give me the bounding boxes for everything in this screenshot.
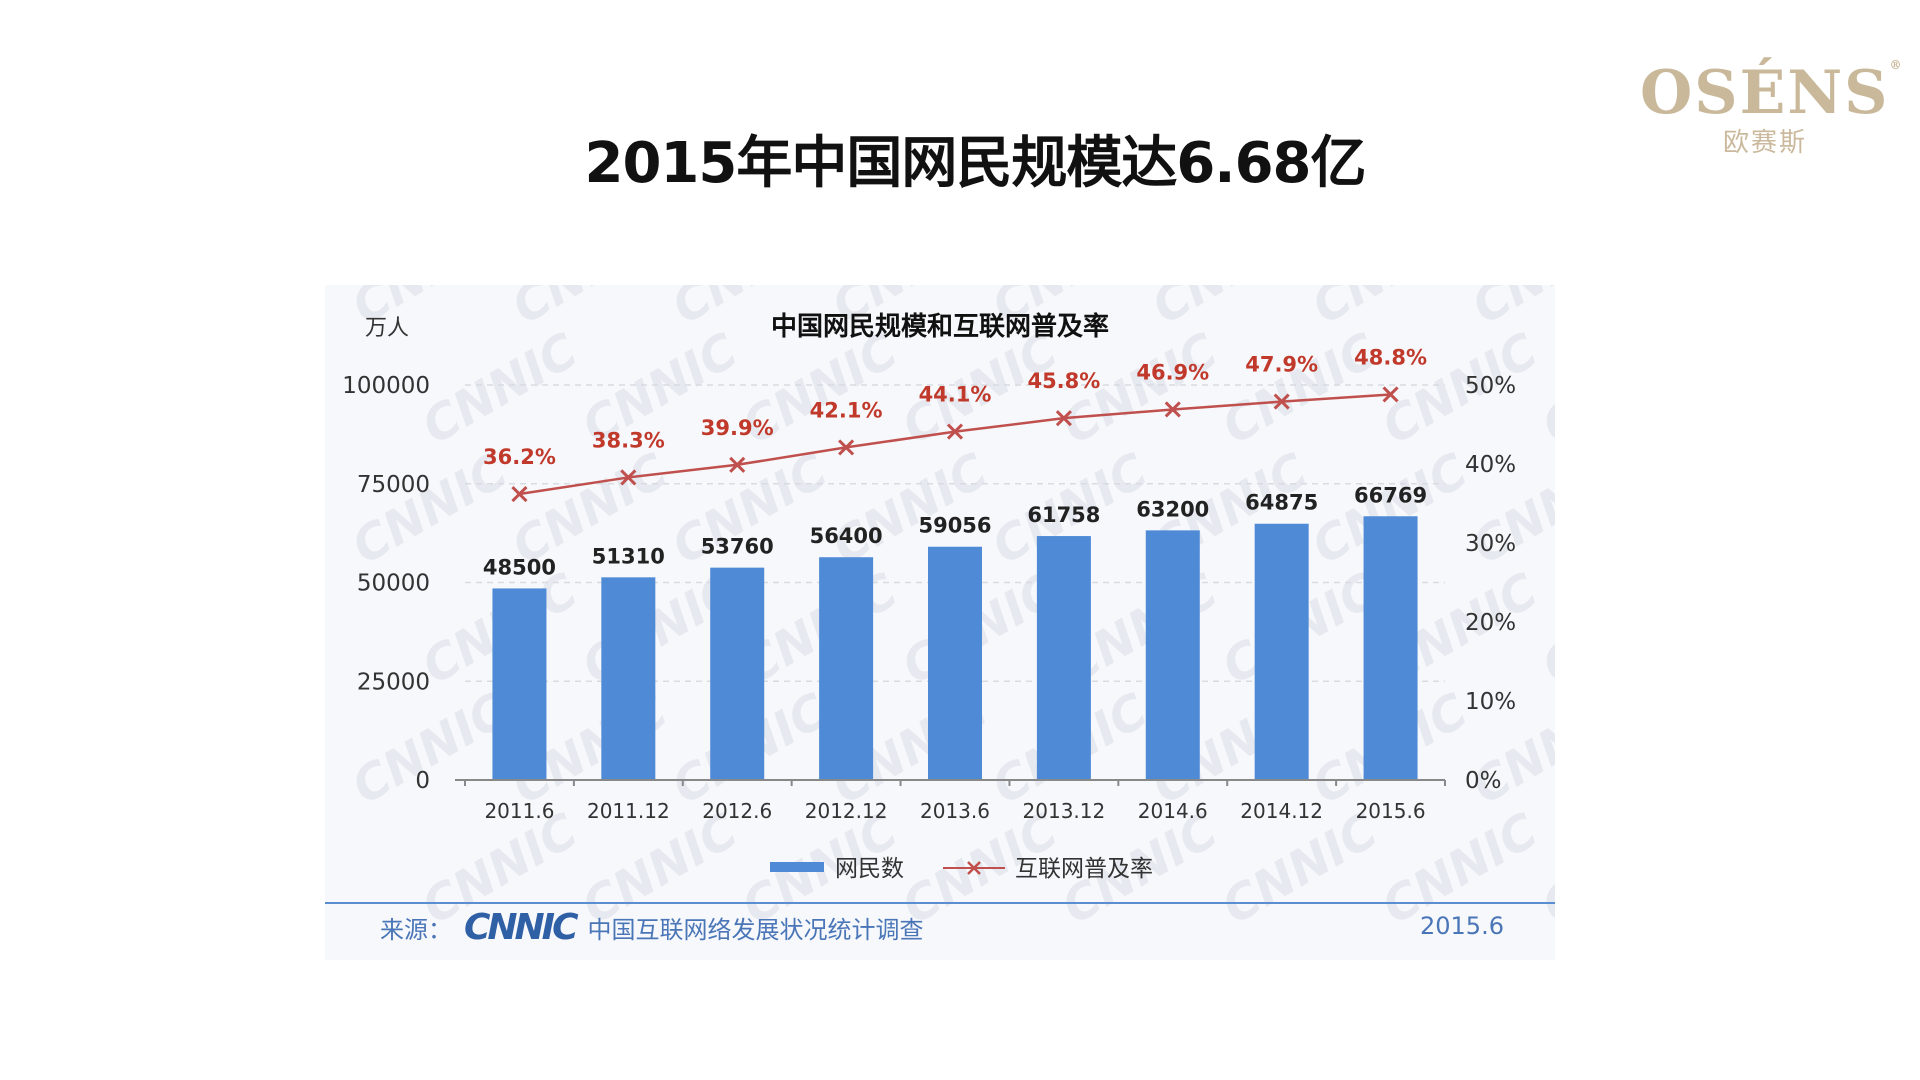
rate-value-label: 38.3% (592, 428, 665, 452)
rate-marker (1273, 393, 1290, 410)
bar (1254, 523, 1309, 780)
source-label: 来源： (380, 915, 452, 944)
legend-label-line: 互联网普及率 (1015, 856, 1153, 882)
watermark-text: CNNIC (1143, 285, 1317, 335)
logo-subtitle: 欧赛斯 (1722, 128, 1807, 158)
rate-marker (838, 439, 855, 456)
rate-marker (511, 485, 528, 503)
rate-value-label: 44.1% (919, 383, 992, 407)
y-tick-label: 25000 (357, 669, 430, 695)
bar (819, 557, 874, 780)
watermark-text: CNNIC (503, 285, 677, 335)
rate-value-label: 46.9% (1136, 360, 1209, 384)
legend-swatch-marker (967, 861, 981, 875)
y2-tick-label: 10% (1465, 689, 1516, 715)
x-tick-label: 2012.12 (805, 799, 888, 823)
cnnic-logo: CNNIC (464, 906, 578, 948)
slide-title: 2015年中国网民规模达6.68亿 (584, 131, 1366, 196)
rate-marker (1382, 386, 1399, 403)
rate-marker (729, 456, 746, 473)
x-tick-label: 2014.6 (1138, 799, 1208, 823)
y-tick-label: 0 (415, 768, 430, 794)
rate-marker (620, 469, 637, 486)
watermark-text: CNNIC (413, 323, 587, 456)
rate-marker (1055, 410, 1072, 427)
rate-marker (946, 423, 964, 440)
chart-panel: CNNIC CNNIC CNNIC CNNIC CNNIC CNNIC CNNIC CNNIC… (325, 285, 1555, 960)
x-tick-label: 2011.6 (484, 799, 554, 823)
watermark-text: CNNIC (343, 683, 517, 816)
bar-value-label: 64875 (1245, 491, 1318, 515)
registered-mark: ® (1889, 58, 1904, 72)
watermark-text: CNNIC (1373, 323, 1547, 456)
source-date: 2015.6 (1420, 912, 1504, 940)
x-tick-label: 2011.12 (587, 799, 670, 823)
y-tick-label: 50000 (357, 571, 430, 597)
y2-tick-label: 20% (1465, 610, 1516, 636)
rate-value-label: 39.9% (701, 416, 774, 440)
bar-value-label: 56400 (810, 524, 883, 548)
legend-swatch-bars (770, 862, 824, 872)
bar-value-label: 66769 (1354, 483, 1427, 507)
x-tick-label: 2013.6 (920, 799, 990, 823)
x-tick-label: 2013.12 (1023, 799, 1106, 823)
bar-value-label: 59056 (918, 514, 991, 538)
x-tick-label: 2012.6 (702, 799, 772, 823)
rate-marker (1164, 401, 1181, 418)
watermark-text: CNNIC (1533, 323, 1555, 456)
bar (492, 588, 547, 780)
y2-tick-label: 0% (1465, 768, 1502, 794)
watermark-text: CNNIC (1303, 285, 1477, 335)
bar-value-label: 63200 (1136, 497, 1209, 521)
bar (601, 577, 656, 780)
y2-tick-label: 50% (1465, 373, 1516, 399)
x-tick-label: 2014.12 (1240, 799, 1323, 823)
y-tick-label: 75000 (357, 472, 430, 498)
rate-value-label: 47.9% (1245, 353, 1318, 377)
y2-tick-label: 30% (1465, 531, 1516, 557)
rate-value-label: 48.8% (1354, 345, 1427, 369)
legend-label-bars: 网民数 (835, 856, 904, 882)
bar (1036, 536, 1091, 780)
rate-value-label: 36.2% (483, 445, 556, 469)
source-text: 中国互联网络发展状况统计调查 (587, 915, 924, 944)
y-tick-label: 100000 (342, 373, 430, 399)
bar (710, 567, 765, 780)
y2-tick-label: 40% (1465, 452, 1516, 478)
source-line: 来源： CNNIC 中国互联网络发展状况统计调查 (380, 907, 924, 948)
bar (928, 546, 982, 780)
x-tick-label: 2015.6 (1356, 799, 1426, 823)
bar-value-label: 48500 (483, 555, 556, 579)
watermark-text: CNNIC (1533, 563, 1555, 696)
bar (1363, 516, 1418, 780)
y-axis-unit-label: 万人 (365, 316, 409, 341)
watermark-text: CNNIC (1533, 803, 1555, 936)
chart-title: 中国网民规模和互联网普及率 (771, 311, 1109, 342)
bar-value-label: 61758 (1027, 503, 1100, 527)
logo-name: OSÉNS (1640, 58, 1890, 128)
watermark-text: CNNIC (1213, 323, 1387, 456)
rate-value-label: 42.1% (810, 398, 883, 422)
chart-svg: CNNICCNNICCNNICCNNICCNNICCNNICCNNICCNNIC… (325, 285, 1555, 936)
bar-value-label: 51310 (592, 544, 665, 568)
rate-value-label: 45.8% (1027, 369, 1100, 393)
osens-logo: OSÉNS® 欧赛斯 (1640, 58, 1902, 159)
bar (1145, 530, 1200, 780)
bar-value-label: 53760 (701, 535, 774, 559)
